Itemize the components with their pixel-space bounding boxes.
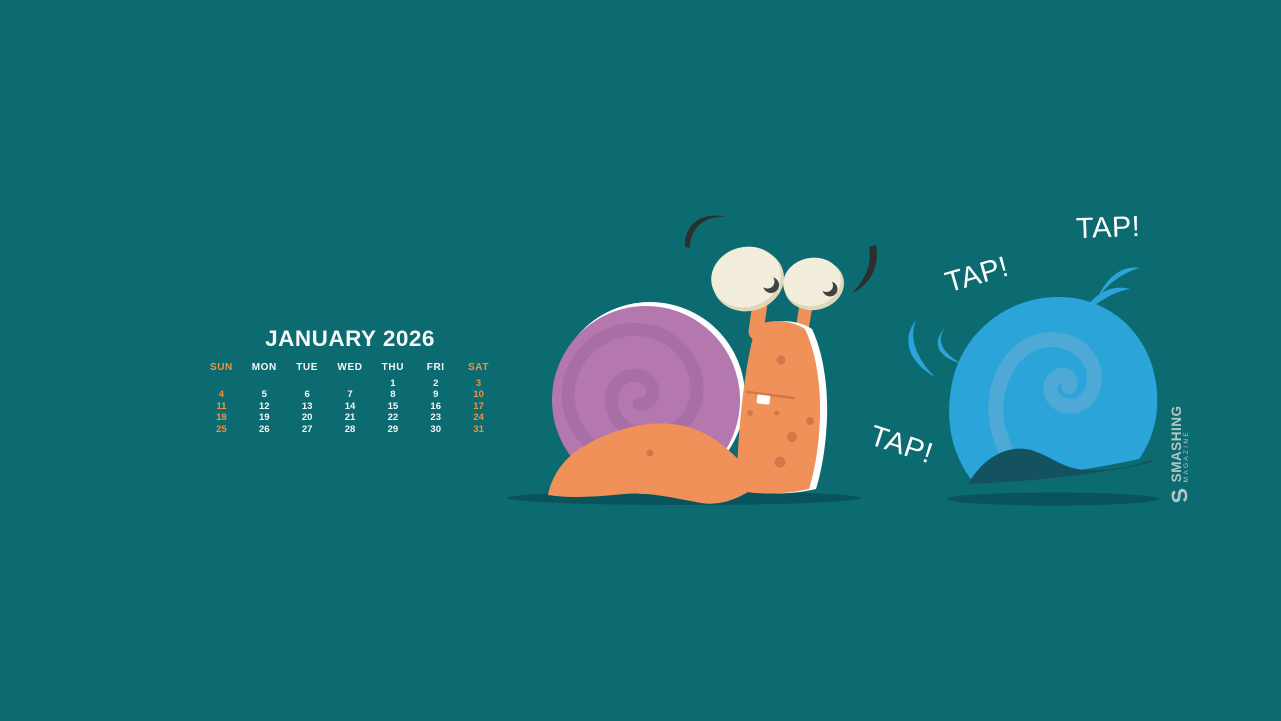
calendar-day: 26: [258, 423, 270, 435]
calendar-day: 31: [473, 423, 484, 435]
eye-right: [783, 257, 845, 311]
tap-label: TAP!: [1075, 210, 1141, 246]
calendar-day: 28: [344, 423, 356, 435]
blue-shell-opening: [968, 448, 1152, 484]
day-header-mon: MON: [251, 362, 277, 373]
calendar-day: 8: [390, 389, 396, 401]
calendar-day: 1: [390, 378, 396, 389]
snail-neck: [737, 321, 821, 494]
pupil-right-glint: [820, 279, 833, 292]
calendar-day: 6: [304, 389, 310, 401]
calendar-day: 9: [433, 389, 439, 401]
tooth: [756, 394, 771, 405]
calendar-day: 20: [301, 412, 313, 424]
calendar-day: 3: [475, 378, 482, 389]
calendar-day: 4: [218, 389, 225, 401]
calendar-day: 24: [473, 412, 484, 424]
snail-figure: [507, 215, 877, 505]
blue-shell-spiral: [988, 332, 1102, 457]
calendar-day: 27: [301, 423, 313, 435]
day-header-sat: SAT: [468, 362, 490, 373]
smashing-magazine-logo: S SMASHING MAGAZINE: [1165, 403, 1195, 505]
calendar-day: 22: [387, 412, 399, 424]
motion-arc-icon: [908, 320, 935, 377]
snail-foot: [548, 423, 748, 504]
blue-shell-figure: [908, 267, 1159, 506]
eyebrow-right-icon: [851, 245, 877, 294]
calendar-day: 13: [301, 400, 313, 412]
calendar-day: 7: [347, 389, 353, 401]
purple-shell-spiral: [561, 322, 704, 457]
eyebrow-left-icon: [684, 215, 727, 248]
eye-left: [711, 246, 784, 312]
blue-shell-shadow: [947, 492, 1159, 506]
calendar: JANUARY 2026 SUN MON TUE WED THU FRI SAT…: [200, 326, 500, 435]
calendar-grid: SUN MON TUE WED THU FRI SAT 1 2 3 4 5 6 …: [200, 361, 500, 435]
calendar-day: 19: [258, 412, 270, 424]
calendar-day: 25: [216, 423, 227, 435]
calendar-day: 21: [344, 412, 356, 424]
day-header-wed: WED: [337, 362, 363, 373]
calendar-day: 23: [430, 412, 441, 424]
pupil-left-glint: [760, 274, 775, 289]
calendar-day: 29: [387, 423, 399, 435]
calendar-day: 30: [430, 423, 441, 435]
smashing-logo-icon: S: [1166, 486, 1193, 505]
day-header-sun: SUN: [209, 362, 233, 373]
calendar-day: 12: [258, 400, 270, 412]
brand-name: SMASHING: [1168, 405, 1184, 483]
calendar-day: 10: [473, 389, 484, 401]
calendar-day: 15: [387, 400, 399, 412]
mouth: [745, 390, 796, 400]
calendar-day: 18: [216, 412, 227, 424]
day-header-fri: FRI: [426, 362, 445, 373]
logo-text: SMASHING MAGAZINE: [1168, 405, 1191, 483]
motion-arc-icon: [937, 328, 962, 364]
day-header-tue: TUE: [296, 362, 319, 373]
day-header-thu: THU: [381, 362, 405, 373]
body-spots: [646, 355, 814, 468]
calendar-day: 16: [430, 400, 441, 412]
calendar-title: JANUARY 2026: [265, 326, 435, 351]
motion-arc-icon: [1098, 267, 1140, 297]
calendar-day: 11: [216, 400, 227, 412]
calendar-day: 14: [344, 400, 356, 412]
calendar-day: 2: [433, 378, 439, 389]
brand-subname: MAGAZINE: [1182, 429, 1190, 483]
calendar-day: 5: [261, 389, 267, 401]
calendar-day: 17: [473, 400, 484, 412]
